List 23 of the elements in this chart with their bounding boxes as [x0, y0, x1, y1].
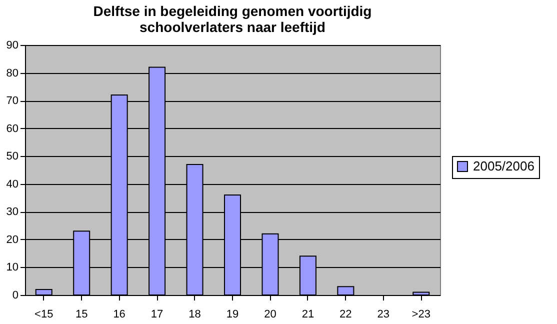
x-tick-label: 18: [188, 308, 201, 320]
y-tick-label: 0: [12, 290, 18, 302]
y-tick-label: 40: [6, 178, 18, 190]
x-tick-label: 17: [150, 308, 164, 320]
x-tick-label: 19: [226, 308, 239, 320]
y-tick-label: 90: [6, 40, 18, 52]
x-tick-label: 15: [75, 308, 88, 320]
x-tick-label: 22: [340, 308, 352, 320]
y-tick-label: 50: [6, 150, 18, 163]
y-tick-label: 10: [6, 262, 18, 274]
y-tick-label: 70: [6, 95, 18, 108]
y-tick-label: 20: [6, 234, 18, 246]
y-tick-label: 80: [6, 67, 18, 80]
x-tick-label: 21: [302, 308, 314, 320]
x-tick-label: <15: [34, 308, 54, 320]
y-tick-label: 60: [6, 122, 18, 135]
x-tick-label: >23: [412, 308, 430, 320]
y-tick-label: 30: [6, 206, 18, 218]
legend-label: 2005/2006: [473, 158, 534, 174]
chart-title: Delftse in begeleiding genomen voortijdig schoolverlaters naar leeftijd: [93, 3, 372, 35]
x-tick-label: 16: [113, 308, 126, 320]
x-tick-label: 20: [264, 308, 276, 320]
x-tick-label: 23: [377, 308, 390, 320]
